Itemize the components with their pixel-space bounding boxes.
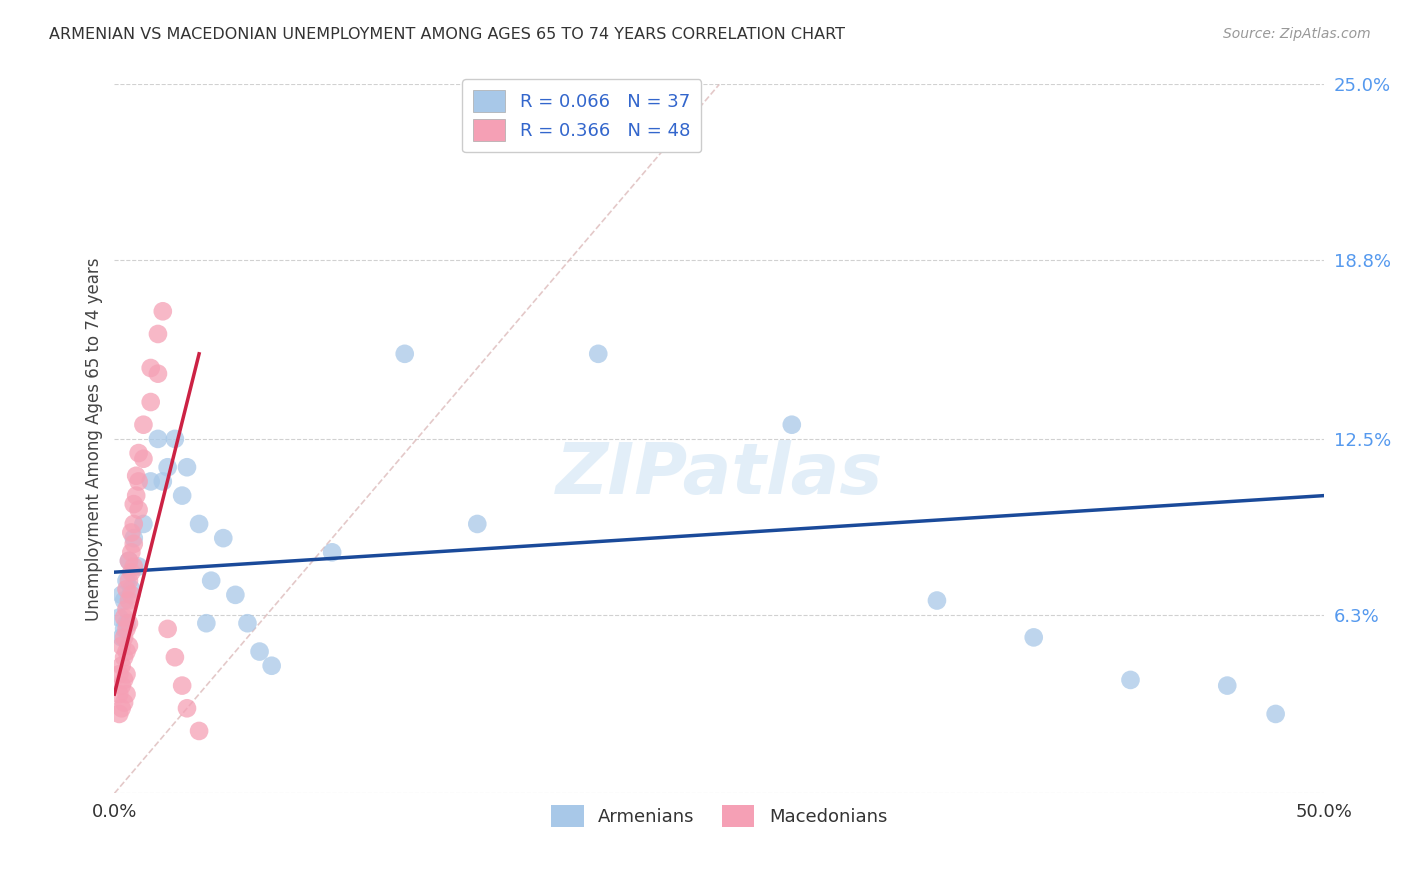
- Point: [108, 706, 131, 721]
- Point: [163, 650, 186, 665]
- Point: [394, 347, 416, 361]
- Point: [1216, 679, 1239, 693]
- Point: [200, 574, 222, 588]
- Point: [108, 610, 131, 624]
- Point: [111, 679, 134, 693]
- Point: [195, 616, 218, 631]
- Point: [125, 468, 148, 483]
- Point: [139, 395, 162, 409]
- Point: [112, 673, 135, 687]
- Point: [120, 582, 142, 597]
- Point: [112, 610, 135, 624]
- Text: ZIPatlas: ZIPatlas: [555, 440, 883, 508]
- Point: [780, 417, 803, 432]
- Point: [115, 574, 138, 588]
- Point: [128, 559, 150, 574]
- Point: [118, 554, 141, 568]
- Point: [236, 616, 259, 631]
- Point: [122, 497, 145, 511]
- Point: [128, 446, 150, 460]
- Point: [111, 658, 134, 673]
- Point: [139, 361, 162, 376]
- Point: [176, 701, 198, 715]
- Point: [115, 644, 138, 658]
- Text: Source: ZipAtlas.com: Source: ZipAtlas.com: [1223, 27, 1371, 41]
- Point: [249, 644, 271, 658]
- Y-axis label: Unemployment Among Ages 65 to 74 years: Unemployment Among Ages 65 to 74 years: [86, 257, 103, 621]
- Point: [115, 616, 138, 631]
- Point: [112, 631, 135, 645]
- Point: [146, 367, 169, 381]
- Point: [588, 347, 610, 361]
- Point: [128, 503, 150, 517]
- Point: [1119, 673, 1142, 687]
- Point: [111, 631, 134, 645]
- Text: ARMENIAN VS MACEDONIAN UNEMPLOYMENT AMONG AGES 65 TO 74 YEARS CORRELATION CHART: ARMENIAN VS MACEDONIAN UNEMPLOYMENT AMON…: [49, 27, 845, 42]
- Point: [122, 537, 145, 551]
- Point: [146, 326, 169, 341]
- Point: [152, 304, 174, 318]
- Point: [108, 687, 131, 701]
- Point: [1264, 706, 1286, 721]
- Point: [122, 559, 145, 574]
- Point: [120, 545, 142, 559]
- Point: [139, 475, 162, 489]
- Point: [122, 531, 145, 545]
- Point: [120, 588, 142, 602]
- Point: [111, 588, 134, 602]
- Point: [156, 460, 179, 475]
- Point: [1022, 631, 1045, 645]
- Point: [118, 616, 141, 631]
- Point: [112, 696, 135, 710]
- Point: [176, 460, 198, 475]
- Point: [260, 658, 283, 673]
- Point: [112, 650, 135, 665]
- Point: [112, 622, 135, 636]
- Point: [925, 593, 948, 607]
- Point: [115, 687, 138, 701]
- Point: [156, 622, 179, 636]
- Point: [465, 516, 488, 531]
- Point: [188, 723, 211, 738]
- Point: [172, 489, 194, 503]
- Point: [115, 582, 138, 597]
- Point: [146, 432, 169, 446]
- Point: [128, 475, 150, 489]
- Point: [188, 516, 211, 531]
- Point: [115, 602, 138, 616]
- Point: [132, 417, 155, 432]
- Point: [321, 545, 343, 559]
- Point: [111, 639, 134, 653]
- Point: [118, 574, 141, 588]
- Legend: Armenians, Macedonians: Armenians, Macedonians: [544, 797, 894, 834]
- Point: [120, 525, 142, 540]
- Point: [115, 622, 138, 636]
- Point: [224, 588, 246, 602]
- Point: [115, 667, 138, 681]
- Point: [112, 593, 135, 607]
- Point: [118, 593, 141, 607]
- Point: [212, 531, 235, 545]
- Point: [108, 667, 131, 681]
- Point: [118, 554, 141, 568]
- Point: [125, 489, 148, 503]
- Point: [132, 451, 155, 466]
- Point: [122, 516, 145, 531]
- Point: [120, 565, 142, 579]
- Point: [118, 639, 141, 653]
- Point: [111, 701, 134, 715]
- Point: [172, 679, 194, 693]
- Point: [132, 516, 155, 531]
- Point: [163, 432, 186, 446]
- Point: [152, 475, 174, 489]
